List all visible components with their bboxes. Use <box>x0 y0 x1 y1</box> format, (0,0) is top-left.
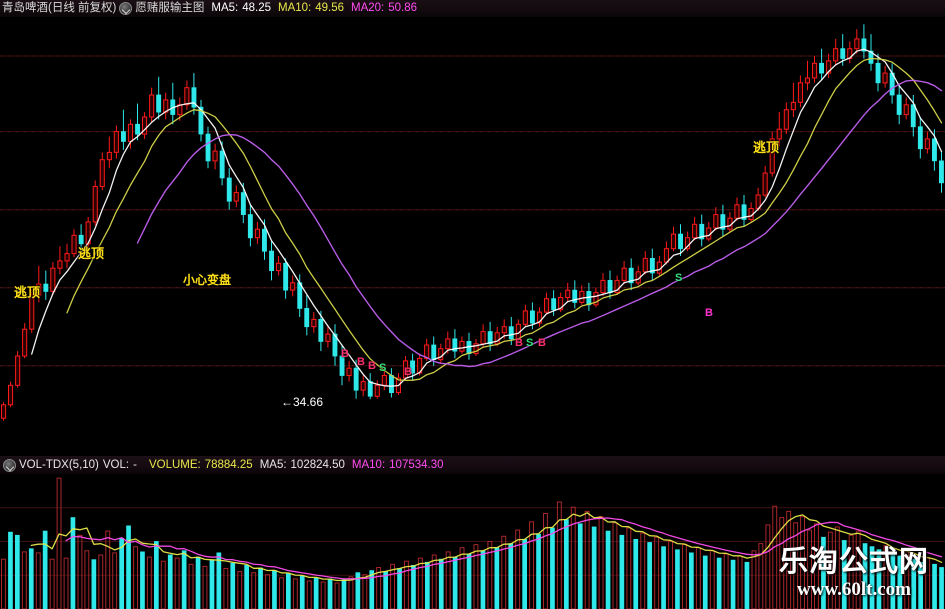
chart-annotation-4: 逃顶 <box>753 140 780 155</box>
chart-annotation-2: 逃顶 <box>78 246 105 261</box>
ma20-label: MA20: <box>351 2 385 14</box>
chart-annotation-3: 小心变盘 <box>183 273 232 287</box>
vol-ma5-label: MA5: <box>259 459 287 471</box>
volume-plot[interactable] <box>0 474 945 609</box>
signal-marker-s-4: S <box>379 362 387 374</box>
candlestick-plot[interactable] <box>0 17 945 456</box>
signal-marker-s-7: S <box>526 337 534 349</box>
chart-annotation-1: 逃顶 <box>14 285 41 300</box>
main-chart-header: 青岛啤酒(日线 前复权) 愿赌服输主图 MA5: 48.25 MA10: 49.… <box>0 0 945 17</box>
signal-marker-b-8: B <box>538 337 546 349</box>
chevron-circle-icon[interactable] <box>3 458 16 472</box>
vol-ma5-value: 102824.50 <box>290 459 345 471</box>
candlestick-canvas <box>0 24 945 421</box>
signal-marker-b-3: B <box>368 360 376 372</box>
ma5-value: 48.25 <box>242 2 271 14</box>
vol-label: VOL: <box>102 459 130 471</box>
vol-indicator-name[interactable]: VOL-TDX(5,10) <box>19 459 99 471</box>
volume-label: VOLUME: <box>148 459 201 471</box>
ma10-label: MA10: <box>277 2 312 14</box>
vol-ma10-label: MA10: <box>351 459 386 471</box>
signal-marker-b-5: B <box>404 366 412 378</box>
volume-value: 78884.25 <box>204 459 253 471</box>
volume-canvas <box>0 477 945 609</box>
price-callout-1: ←34.66 <box>281 395 324 409</box>
vol-value: - <box>133 459 137 471</box>
chevron-circle-icon[interactable] <box>119 2 133 15</box>
ma10-value: 49.56 <box>315 2 345 14</box>
signal-marker-b-2: B <box>357 356 365 368</box>
main-indicator-name[interactable]: 愿赌服输主图 <box>135 2 205 14</box>
volume-panel-header: VOL-TDX(5,10) VOL: - VOLUME: 78884.25 MA… <box>0 456 945 474</box>
vol-ma10-value: 107534.30 <box>389 459 444 471</box>
signal-marker-b-1: B <box>341 348 349 360</box>
ma20-value: 50.86 <box>388 2 418 14</box>
ma5-label: MA5: <box>211 2 239 14</box>
signal-marker-b-6: B <box>515 337 523 349</box>
signal-marker-s-9: S <box>675 272 683 284</box>
signal-marker-b-10: B <box>705 307 713 319</box>
symbol-title[interactable]: 青岛啤酒(日线 前复权) <box>2 2 117 14</box>
